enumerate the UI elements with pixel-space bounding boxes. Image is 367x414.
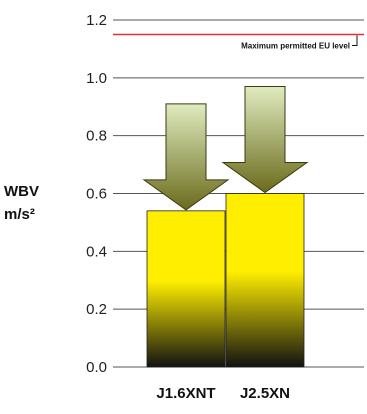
y-tick-label: 0.0 [86, 359, 107, 376]
reduction-arrows [142, 86, 309, 211]
y-axis-label-quantity: WBV [4, 183, 39, 200]
y-tick-label: 0.4 [86, 243, 107, 260]
y-tick-label: 0.2 [86, 301, 107, 318]
bar-j2-5xn [225, 193, 305, 368]
reduction-arrow [142, 103, 230, 211]
category-labels: J1.6XNT J2.5XN [156, 385, 290, 402]
y-tick-label: 1.0 [86, 70, 107, 87]
bar-j1-6xnt [146, 210, 226, 368]
y-tick-label: 0.6 [86, 186, 107, 203]
y-tick-label: 1.2 [86, 12, 107, 29]
bars [146, 193, 305, 368]
y-tick-labels: 0.0 0.2 0.4 0.6 0.8 1.0 1.2 [86, 12, 107, 376]
eu-limit-callout [352, 35, 358, 46]
category-label: J1.6XNT [156, 385, 215, 402]
y-axis-label-unit: m/s² [4, 206, 35, 223]
eu-limit-label: Maximum permitted EU level [241, 41, 350, 50]
reduction-arrow [221, 86, 309, 194]
eu-limit-marker: Maximum permitted EU level [113, 33, 364, 50]
category-label: J2.5XN [240, 385, 290, 402]
y-tick-label: 0.8 [86, 128, 107, 145]
